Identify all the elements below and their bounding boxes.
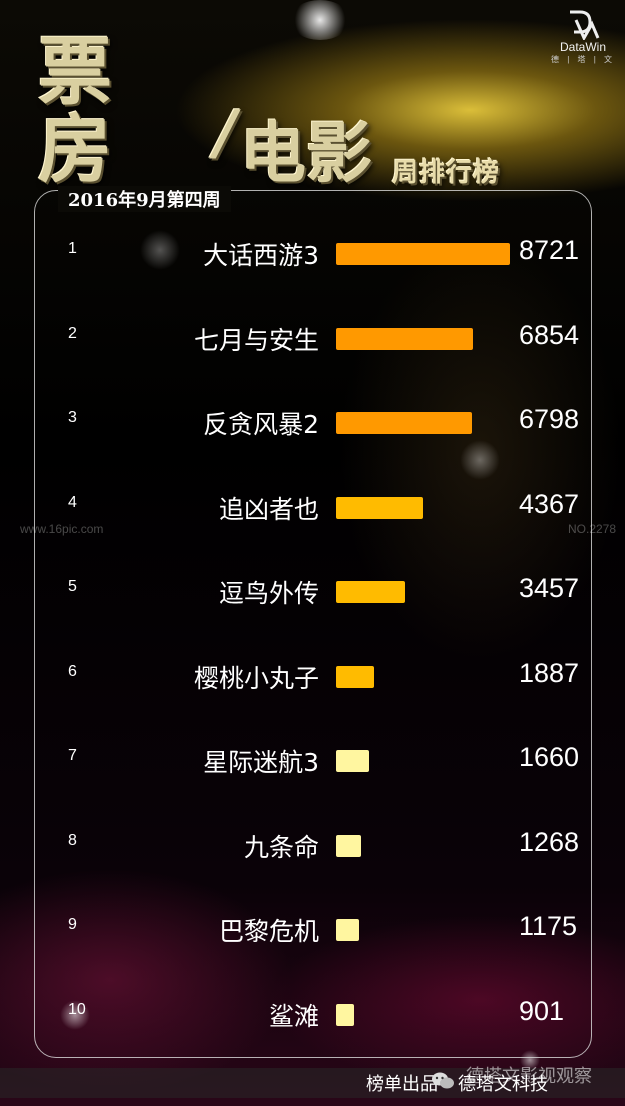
footer-right-text: 德塔文科技 (458, 1074, 548, 1095)
bar (336, 750, 369, 772)
bar (336, 327, 473, 350)
chart-row: 2 七月与安生 6854 (0, 319, 625, 361)
bar (336, 581, 405, 603)
value-label: 901 (519, 995, 565, 1026)
value-label: 6854 (519, 319, 580, 350)
chart-row: 8 九条命 1268 (0, 826, 625, 868)
sparkle (290, 0, 350, 40)
category-label: 巴黎危机 (218, 917, 319, 946)
category-label: 逗鸟外传 (218, 579, 319, 608)
bar (336, 919, 359, 941)
category-label: 鲨滩 (268, 1001, 319, 1031)
datawin-logo-icon (570, 10, 600, 40)
logo-text: DataWin (559, 40, 606, 54)
title-line-2: 房 (38, 107, 112, 193)
footer-left-text: 榜单出品 (366, 1074, 438, 1095)
bar (336, 665, 374, 688)
chart-row: 4 追凶者也 4367 (0, 488, 625, 530)
rank-label: 9 (68, 916, 77, 933)
value-label: 1268 (519, 826, 580, 857)
rank-label: 10 (68, 1000, 86, 1018)
category-label: 追凶者也 (218, 494, 319, 524)
title-subtitle: 周排行榜 (392, 158, 501, 188)
chart-row: 1 大话西游3 8721 (0, 235, 625, 276)
value-label: 1660 (519, 742, 580, 772)
bar (336, 834, 361, 857)
footer-watermark: 德塔文影视观察 (466, 1066, 592, 1087)
rank-label: 8 (68, 831, 77, 849)
chart-panel (34, 190, 592, 1058)
bar (336, 412, 472, 434)
rank-label: 6 (68, 662, 77, 680)
rank-label: 2 (68, 324, 77, 342)
chart-row: 6 樱桃小丸子 1887 (0, 657, 625, 699)
category-label: 七月与安生 (193, 325, 319, 355)
watermark-right: NO.2278 (568, 522, 617, 536)
week-label: 2016年9月第四周 (58, 186, 231, 212)
watermark-left: www.16pic.com (20, 522, 104, 536)
sparkle (60, 1000, 90, 1030)
chart-row: 5 逗鸟外传 3457 (0, 573, 625, 614)
category-label: 星际迷航3 (203, 748, 319, 777)
category-label: 大话西游3 (203, 241, 319, 270)
bar (336, 243, 510, 265)
bar (336, 496, 423, 519)
rank-label: 3 (68, 409, 77, 426)
chart-row: 7 星际迷航3 1660 (0, 742, 625, 783)
sparkle (140, 230, 180, 270)
sparkle (460, 440, 500, 480)
datawin-logo: DataWin 德 | 塔 | 文 (550, 10, 616, 65)
rank-label: 7 (68, 747, 77, 764)
value-label: 4367 (519, 488, 580, 519)
rank-label: 5 (68, 578, 77, 595)
title-movie: 电影 (240, 114, 372, 192)
category-label: 反贪风暴2 (203, 410, 319, 439)
value-label: 1175 (519, 911, 578, 941)
value-label: 1887 (519, 657, 580, 688)
title-slash: / (214, 98, 236, 168)
chart-row: 3 反贪风暴2 6798 (0, 404, 625, 445)
chart-row: 9 巴黎危机 1175 (0, 911, 625, 952)
value-label: 3457 (519, 573, 580, 603)
logo-subtext: 德 | 塔 | 文 (550, 55, 616, 64)
bar (336, 1003, 354, 1026)
rank-label: 4 (68, 493, 77, 511)
chart-row: 10 鲨滩 901 (0, 995, 625, 1037)
footer-bar (0, 1068, 625, 1098)
rank-label: 1 (68, 240, 77, 257)
sparkle (520, 1050, 540, 1070)
value-label: 6798 (519, 404, 580, 434)
title-line-1: 票 (38, 29, 114, 115)
wechat-icon (432, 1072, 454, 1089)
value-label: 8721 (519, 235, 580, 265)
category-label: 九条命 (243, 832, 319, 862)
category-label: 樱桃小丸子 (193, 663, 319, 693)
